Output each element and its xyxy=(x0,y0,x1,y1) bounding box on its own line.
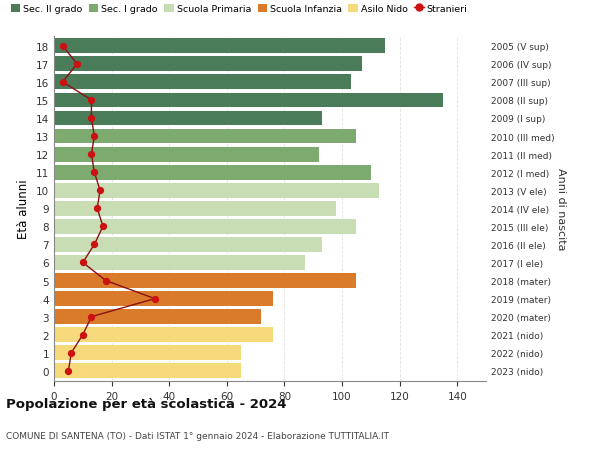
Bar xyxy=(54,364,241,379)
Point xyxy=(92,205,102,213)
Bar xyxy=(54,291,273,306)
Legend: Sec. II grado, Sec. I grado, Scuola Primaria, Scuola Infanzia, Asilo Nido, Stran: Sec. II grado, Sec. I grado, Scuola Prim… xyxy=(11,5,467,14)
Y-axis label: Anni di nascita: Anni di nascita xyxy=(556,168,566,250)
Bar xyxy=(54,129,356,144)
Point xyxy=(72,61,82,68)
Text: Popolazione per età scolastica - 2024: Popolazione per età scolastica - 2024 xyxy=(6,397,287,410)
Bar xyxy=(54,184,379,198)
Bar xyxy=(54,57,362,72)
Bar xyxy=(54,346,241,360)
Point xyxy=(86,115,96,123)
Point xyxy=(67,349,76,357)
Point xyxy=(86,313,96,321)
Point xyxy=(58,43,67,50)
Point xyxy=(78,331,88,339)
Point xyxy=(58,79,67,86)
Bar xyxy=(54,310,262,325)
Point xyxy=(95,187,105,195)
Bar xyxy=(54,274,356,288)
Point xyxy=(64,367,73,375)
Point xyxy=(86,151,96,158)
Bar xyxy=(54,219,356,234)
Bar xyxy=(54,93,443,108)
Point xyxy=(89,133,99,140)
Point xyxy=(89,169,99,176)
Y-axis label: Età alunni: Età alunni xyxy=(17,179,31,239)
Bar xyxy=(54,202,336,216)
Bar xyxy=(54,237,322,252)
Bar xyxy=(54,328,273,342)
Bar xyxy=(54,147,319,162)
Point xyxy=(89,241,99,249)
Point xyxy=(150,295,160,302)
Text: COMUNE DI SANTENA (TO) - Dati ISTAT 1° gennaio 2024 - Elaborazione TUTTITALIA.IT: COMUNE DI SANTENA (TO) - Dati ISTAT 1° g… xyxy=(6,431,389,441)
Bar xyxy=(54,256,305,270)
Bar xyxy=(54,165,371,180)
Bar xyxy=(54,39,385,54)
Point xyxy=(101,277,110,285)
Point xyxy=(78,259,88,267)
Bar xyxy=(54,75,350,90)
Point xyxy=(86,97,96,104)
Point xyxy=(98,223,108,230)
Bar xyxy=(54,112,322,126)
